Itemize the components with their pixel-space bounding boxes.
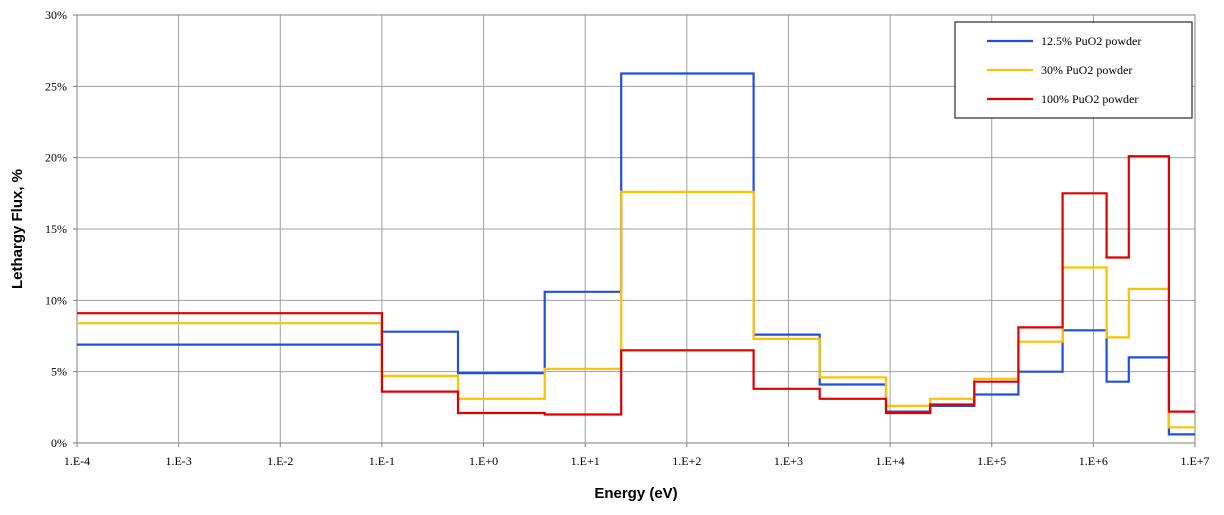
x-tick-label: 1.E-1	[369, 454, 395, 468]
x-tick-labels: 1.E-4 1.E-3 1.E-2 1.E-1 1.E+0 1.E+1 1.E+2 1.E+3…	[64, 443, 1210, 468]
y-tick-label: 0%	[51, 436, 67, 450]
x-tick-label: 1.E-4	[64, 454, 90, 468]
y-tick-labels: 0% 5% 10% 15% 20% 25% 30%	[45, 8, 77, 450]
x-axis-label: Energy (eV)	[594, 485, 677, 502]
series-layer	[77, 72, 1195, 436]
legend-label: 100% PuO2 powder	[1041, 92, 1138, 106]
x-tick-label: 1.E+0	[469, 454, 498, 468]
x-tick-label: 1.E+7	[1180, 454, 1209, 468]
x-tick-label: 1.E-2	[267, 454, 293, 468]
x-tick-label: 1.E+3	[774, 454, 803, 468]
x-tick-label: 1.E+4	[876, 454, 905, 468]
y-axis-label: Lethargy Flux, %	[9, 169, 26, 289]
y-tick-label: 15%	[45, 222, 67, 236]
x-tick-label: 1.E+1	[571, 454, 600, 468]
x-tick-label: 1.E+2	[672, 454, 701, 468]
legend-label: 30% PuO2 powder	[1041, 63, 1132, 77]
x-tick-label: 1.E+5	[977, 454, 1006, 468]
x-tick-label: 1.E-3	[165, 454, 191, 468]
series-line-30-puo2-powder	[77, 190, 1195, 429]
legend-label: 12.5% PuO2 powder	[1041, 34, 1141, 48]
x-tick-label: 1.E+6	[1079, 454, 1108, 468]
series-line-100-puo2-powder	[77, 155, 1195, 416]
y-tick-label: 10%	[45, 293, 67, 307]
series-line-12-5-puo2-powder	[77, 72, 1195, 436]
y-tick-label: 5%	[51, 365, 67, 379]
y-tick-label: 25%	[45, 79, 67, 93]
y-tick-label: 20%	[45, 151, 67, 165]
y-tick-label: 30%	[45, 8, 67, 22]
legend: 12.5% PuO2 powder 30% PuO2 powder 100% PuO…	[954, 21, 1193, 119]
